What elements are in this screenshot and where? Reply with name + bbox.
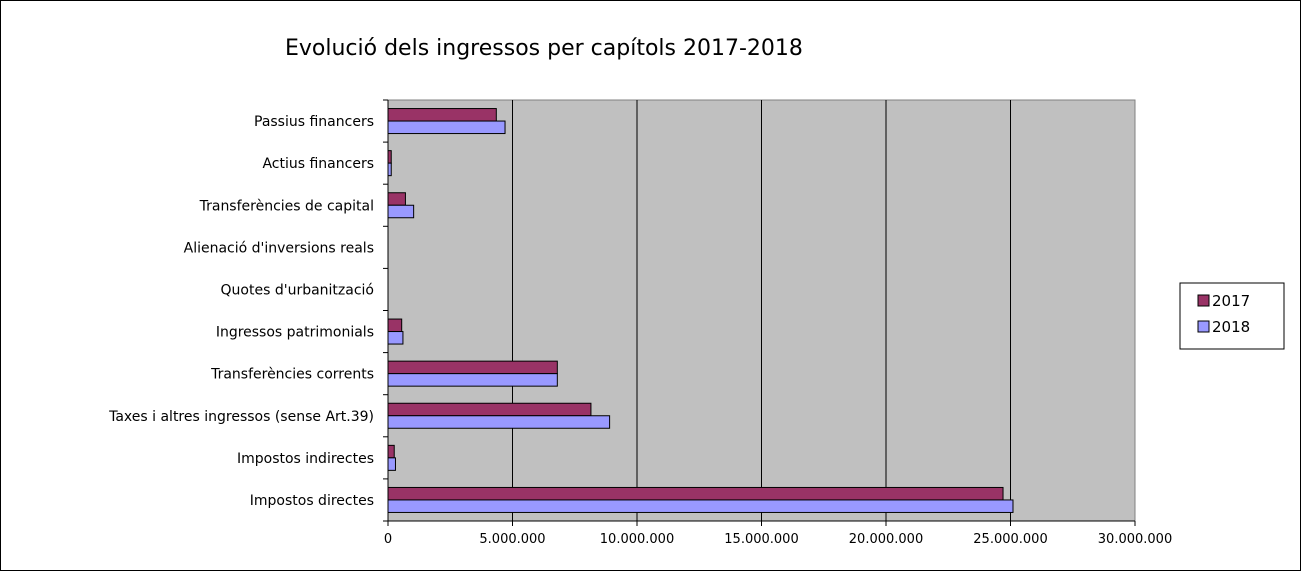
bar-2017 — [387, 192, 406, 206]
bar-2017 — [387, 402, 592, 417]
bar-2018 — [387, 331, 404, 345]
bar-2018 — [387, 162, 392, 177]
chart-title: Evolució dels ingressos per capítols 201… — [285, 36, 803, 61]
bar-2018 — [387, 415, 611, 429]
bar-2018 — [387, 457, 396, 471]
x-tick-label: 0 — [384, 532, 392, 547]
category-label: Transferències corrents — [210, 367, 374, 383]
bar-2018 — [387, 204, 415, 219]
category-label: Impostos indirectes — [237, 451, 374, 467]
bar-2017 — [387, 150, 392, 164]
x-tick-label: 20.000.000 — [849, 532, 923, 547]
x-tick-label: 30.000.000 — [1098, 532, 1172, 547]
bar-2018 — [387, 373, 558, 387]
bar-2017 — [387, 486, 1004, 501]
bar-2017 — [387, 444, 395, 459]
x-tick-label: 5.000.000 — [479, 532, 545, 547]
x-tick-label: 25.000.000 — [973, 532, 1047, 547]
bar-2017 — [387, 108, 497, 122]
category-label: Quotes d'urbanització — [221, 282, 374, 298]
category-label: Passius financers — [254, 114, 374, 130]
category-label: Actius financers — [262, 156, 374, 172]
bar-2018 — [387, 120, 506, 135]
bar-2018 — [387, 499, 1014, 513]
bar-2017 — [387, 318, 403, 333]
x-tick-label: 15.000.000 — [724, 532, 798, 547]
category-label: Taxes i altres ingressos (sense Art.39) — [108, 409, 374, 425]
legend-swatch-2018 — [1197, 320, 1210, 333]
legend-label: 2017 — [1212, 292, 1250, 310]
legend-box — [1179, 282, 1285, 350]
legend-swatch-2017 — [1197, 294, 1210, 307]
x-tick-label: 10.000.000 — [600, 532, 674, 547]
category-label: Impostos directes — [250, 493, 374, 509]
category-label: Ingressos patrimonials — [216, 325, 374, 341]
category-label: Alienació d'inversions reals — [184, 240, 374, 256]
bar-2017 — [387, 360, 558, 375]
category-label: Transferències de capital — [199, 198, 374, 214]
legend-label: 2018 — [1212, 318, 1250, 336]
